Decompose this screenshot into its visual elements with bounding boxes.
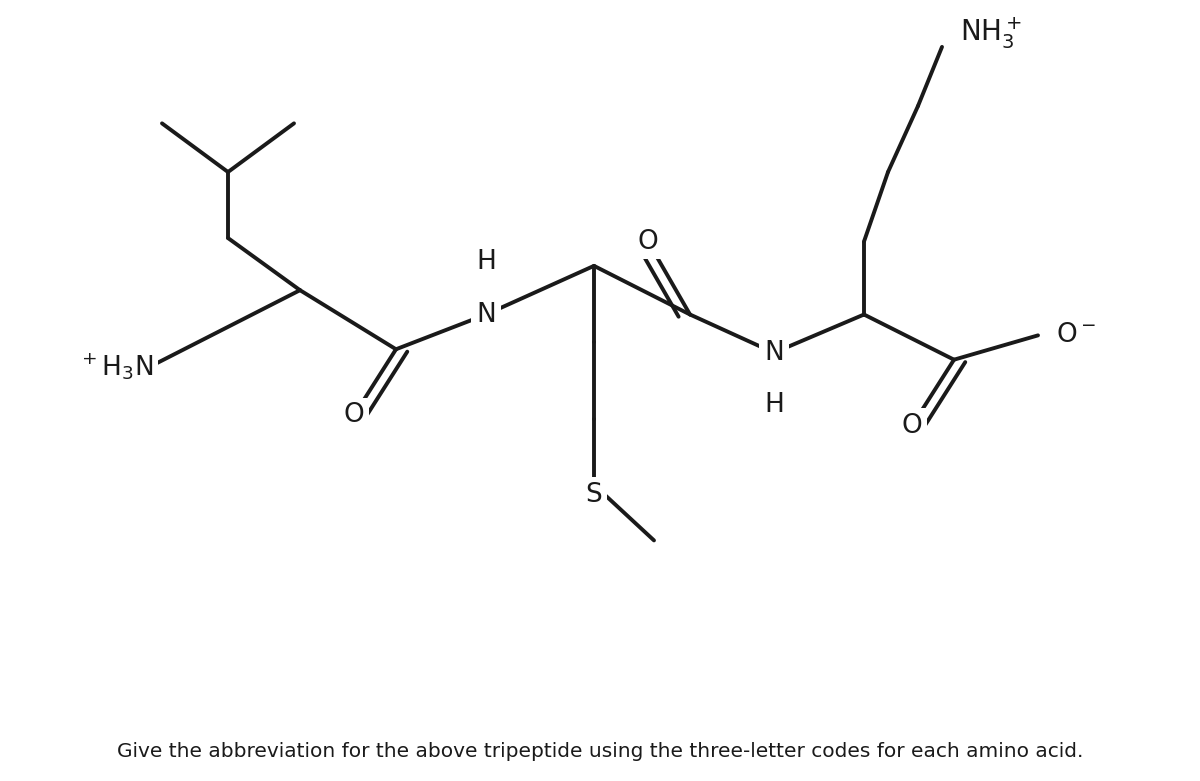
Text: Give the abbreviation for the above tripeptide using the three-letter codes for : Give the abbreviation for the above trip… xyxy=(116,743,1084,761)
Text: O: O xyxy=(637,229,659,255)
Text: O: O xyxy=(343,402,365,428)
Text: H: H xyxy=(476,249,496,276)
Text: O: O xyxy=(901,412,923,439)
Text: $\mathregular{NH_3^+}$: $\mathregular{NH_3^+}$ xyxy=(960,15,1022,51)
Text: N: N xyxy=(476,301,496,327)
Text: S: S xyxy=(586,482,602,508)
Text: $\mathregular{^+H_3N}$: $\mathregular{^+H_3N}$ xyxy=(78,351,154,382)
Text: $\mathregular{O^-}$: $\mathregular{O^-}$ xyxy=(1056,323,1096,348)
Text: H: H xyxy=(764,392,784,418)
Text: N: N xyxy=(764,340,784,366)
